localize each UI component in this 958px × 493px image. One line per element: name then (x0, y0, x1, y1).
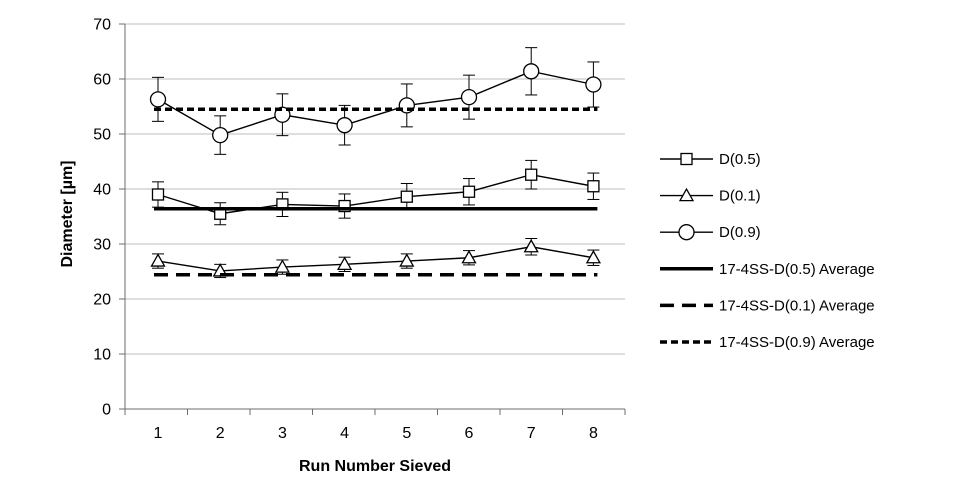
y-tick-label: 60 (93, 72, 111, 89)
legend-item: D(0.1) (660, 188, 761, 205)
data-point (150, 253, 166, 267)
legend-swatch-marker (678, 224, 695, 241)
y-tick-label: 0 (102, 402, 111, 419)
gridlines (125, 23, 625, 355)
y-tick-label: 50 (93, 127, 111, 144)
plot-area (149, 47, 602, 279)
data-point (336, 117, 353, 134)
x-tick-label: 1 (154, 425, 163, 442)
data-point (336, 256, 353, 271)
data-point (274, 259, 291, 273)
legend-label: 17-4SS-D(0.9) Average (719, 334, 875, 351)
x-tick-label: 7 (527, 425, 536, 442)
legend-item: 17-4SS-D(0.1) Average (660, 297, 875, 314)
legend-item: 17-4SS-D(0.9) Average (660, 334, 875, 351)
data-point (585, 76, 602, 93)
series-d-0-9 (149, 47, 602, 155)
y-tick-label: 10 (93, 347, 111, 364)
legend-item: D(0.5) (660, 151, 761, 168)
legend-label: 17-4SS-D(0.5) Average (719, 261, 875, 278)
x-tick-label: 4 (340, 425, 349, 442)
series-line (157, 173, 594, 215)
y-tick-label: 20 (93, 292, 111, 309)
data-point (460, 89, 478, 106)
x-tick-label: 5 (402, 425, 411, 442)
axes: 0 10 20 30 40 50 60 70 1 2 3 4 5 6 7 8 (93, 17, 626, 442)
legend-item: 17-4SS-D(0.5) Average (660, 261, 875, 278)
x-tick-label: 2 (216, 425, 225, 442)
x-tick-label: 8 (589, 425, 598, 442)
data-point (523, 238, 539, 253)
legend-label: 17-4SS-D(0.1) Average (719, 297, 875, 314)
data-point (462, 185, 476, 198)
legend-label: D(0.9) (719, 224, 761, 241)
data-point (212, 126, 229, 144)
data-point (523, 63, 540, 80)
series-line (157, 246, 594, 272)
legend-label: D(0.5) (719, 151, 761, 168)
data-point (585, 249, 602, 264)
y-tick-label: 70 (93, 17, 111, 34)
y-tick-label: 30 (93, 237, 111, 254)
data-point (525, 168, 538, 181)
legend: D(0.5) D(0.1) D(0.9) 17-4SS-D(0.5) Average 1… (660, 151, 875, 351)
legend-swatch-marker (680, 152, 693, 166)
y-axis-title: Diameter [µm] (59, 160, 76, 267)
data-point (338, 199, 351, 213)
data-point (587, 180, 600, 193)
x-axis-title: Run Number Sieved (299, 458, 451, 475)
legend-item: D(0.9) (660, 224, 761, 241)
legend-label: D(0.1) (719, 188, 761, 205)
data-point (151, 188, 165, 201)
data-point (461, 249, 477, 264)
series-d-0-1 (150, 238, 602, 279)
series-d-0-5 (151, 159, 600, 226)
x-tick-label: 6 (465, 425, 474, 442)
y-tick-label: 40 (93, 182, 111, 199)
series-line (157, 70, 594, 136)
x-tick-label: 3 (278, 425, 287, 442)
data-point (399, 253, 415, 267)
data-point (149, 91, 167, 108)
data-point (400, 190, 413, 203)
legend-swatch-marker (678, 187, 695, 202)
